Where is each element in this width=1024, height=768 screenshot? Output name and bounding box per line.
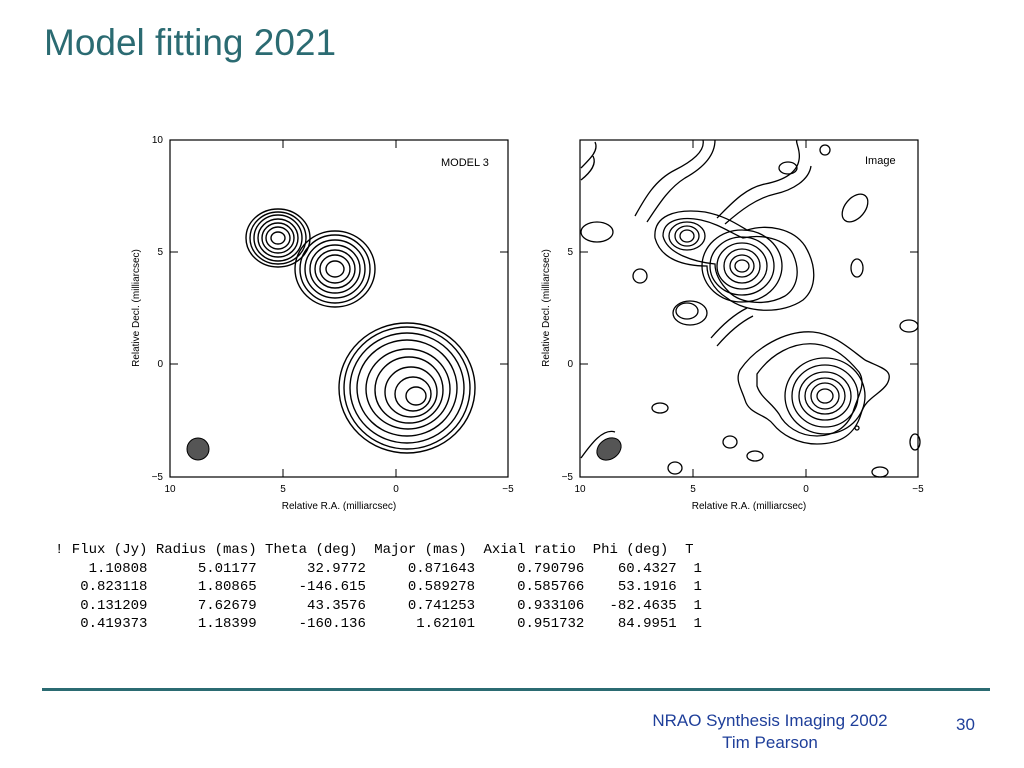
x-tick-label: 5 [280, 484, 286, 495]
table-cell: 0.933106 [475, 597, 585, 614]
table-header-cell: ! Flux (Jy) [55, 542, 148, 558]
table-cell: 0.823118 [55, 579, 148, 595]
table-cell: 7.62679 [147, 597, 257, 614]
table-cell: 53.1916 [584, 579, 677, 595]
footer-line-1: NRAO Synthesis Imaging 2002 [652, 711, 888, 730]
y-tick-label: 0 [157, 359, 163, 370]
table-cell: 60.4327 [584, 560, 677, 577]
table-cell: 43.3576 [256, 597, 366, 614]
model-parameter-table: ! Flux (Jy) Radius (mas) Theta (deg) Maj… [55, 541, 702, 634]
table-cell: 1 [676, 579, 702, 595]
x-tick-label: 0 [803, 484, 809, 495]
x-tick-label: 10 [574, 484, 586, 495]
table-cell: 1.62101 [365, 616, 476, 632]
y-tick-label: 5 [157, 247, 163, 258]
x-tick-label: 5 [690, 484, 696, 495]
slide-title: Model fitting 2021 [44, 22, 337, 63]
y-tick-label: 5 [567, 247, 573, 258]
table-cell: 1.18399 [147, 616, 257, 632]
table-cell: -146.615 [256, 579, 366, 595]
y-tick-label: 10 [152, 135, 164, 146]
y-axis-label: Relative Decl. (milliarcsec) [131, 249, 142, 367]
x-tick-label: 10 [164, 484, 176, 495]
table-cell: 0.419373 [55, 616, 148, 632]
x-axis-label: Relative R.A. (milliarcsec) [692, 501, 806, 512]
table-header-cell: T [676, 542, 702, 558]
table-cell: 0.790796 [475, 560, 585, 577]
table-header-cell: Major (mas) [365, 542, 476, 558]
x-tick-label: 0 [393, 484, 399, 495]
table-cell: 1.10808 [55, 560, 148, 577]
table-cell: 5.01177 [147, 560, 257, 577]
y-tick-label: 0 [567, 359, 573, 370]
table-header-cell: Radius (mas) [147, 542, 257, 558]
table-cell: 1 [676, 597, 702, 614]
table-header-cell: Phi (deg) [584, 542, 677, 558]
model-panel-label: MODEL 3 [441, 157, 489, 169]
y-tick-label: −5 [562, 472, 574, 483]
table-cell: 0.589278 [365, 579, 476, 595]
footer-divider [42, 688, 990, 691]
table-header-cell: Theta (deg) [256, 542, 366, 558]
table-cell: -160.136 [256, 616, 366, 632]
table-cell: 32.9772 [256, 560, 366, 577]
table-cell: 84.9951 [584, 616, 677, 632]
x-tick-label: −5 [502, 484, 514, 495]
table-row: 0.419373 1.18399 -160.136 1.62101 0.9517… [55, 615, 702, 634]
image-panel-label: Image [865, 155, 896, 167]
y-axis-label: Relative Decl. (milliarcsec) [541, 249, 552, 367]
table-cell: -82.4635 [584, 597, 677, 614]
table-cell: 0.741253 [365, 597, 476, 614]
footer-credit: NRAO Synthesis Imaging 2002 Tim Pearson [620, 710, 920, 754]
table-cell: 0.951732 [475, 616, 585, 632]
x-tick-label: −5 [912, 484, 924, 495]
table-cell: 0.585766 [475, 579, 585, 595]
table-header-row: ! Flux (Jy) Radius (mas) Theta (deg) Maj… [55, 541, 702, 560]
y-tick-label: −5 [152, 472, 164, 483]
model-contour-plot: MODEL 3 10 5 0 −5 10 5 0 −5 Relative R.A… [131, 135, 514, 512]
footer-line-2: Tim Pearson [722, 733, 818, 752]
table-cell: 1.80865 [147, 579, 257, 595]
table-header-cell: Axial ratio [475, 542, 585, 558]
table-cell: 1 [676, 560, 702, 577]
table-cell: 1 [676, 616, 702, 632]
table-cell: 0.871643 [365, 560, 476, 577]
table-row: 0.823118 1.80865 -146.615 0.589278 0.585… [55, 578, 702, 597]
table-row: 1.10808 5.01177 32.9772 0.871643 0.79079… [55, 560, 702, 579]
table-row: 0.131209 7.62679 43.3576 0.741253 0.9331… [55, 597, 702, 616]
page-number: 30 [956, 715, 975, 734]
table-cell: 0.131209 [55, 597, 148, 614]
x-axis-label: Relative R.A. (milliarcsec) [282, 501, 396, 512]
image-contour-plot: Image 10 5 0 −5 5 0 −5 Relative R.A. (mi… [541, 139, 924, 512]
